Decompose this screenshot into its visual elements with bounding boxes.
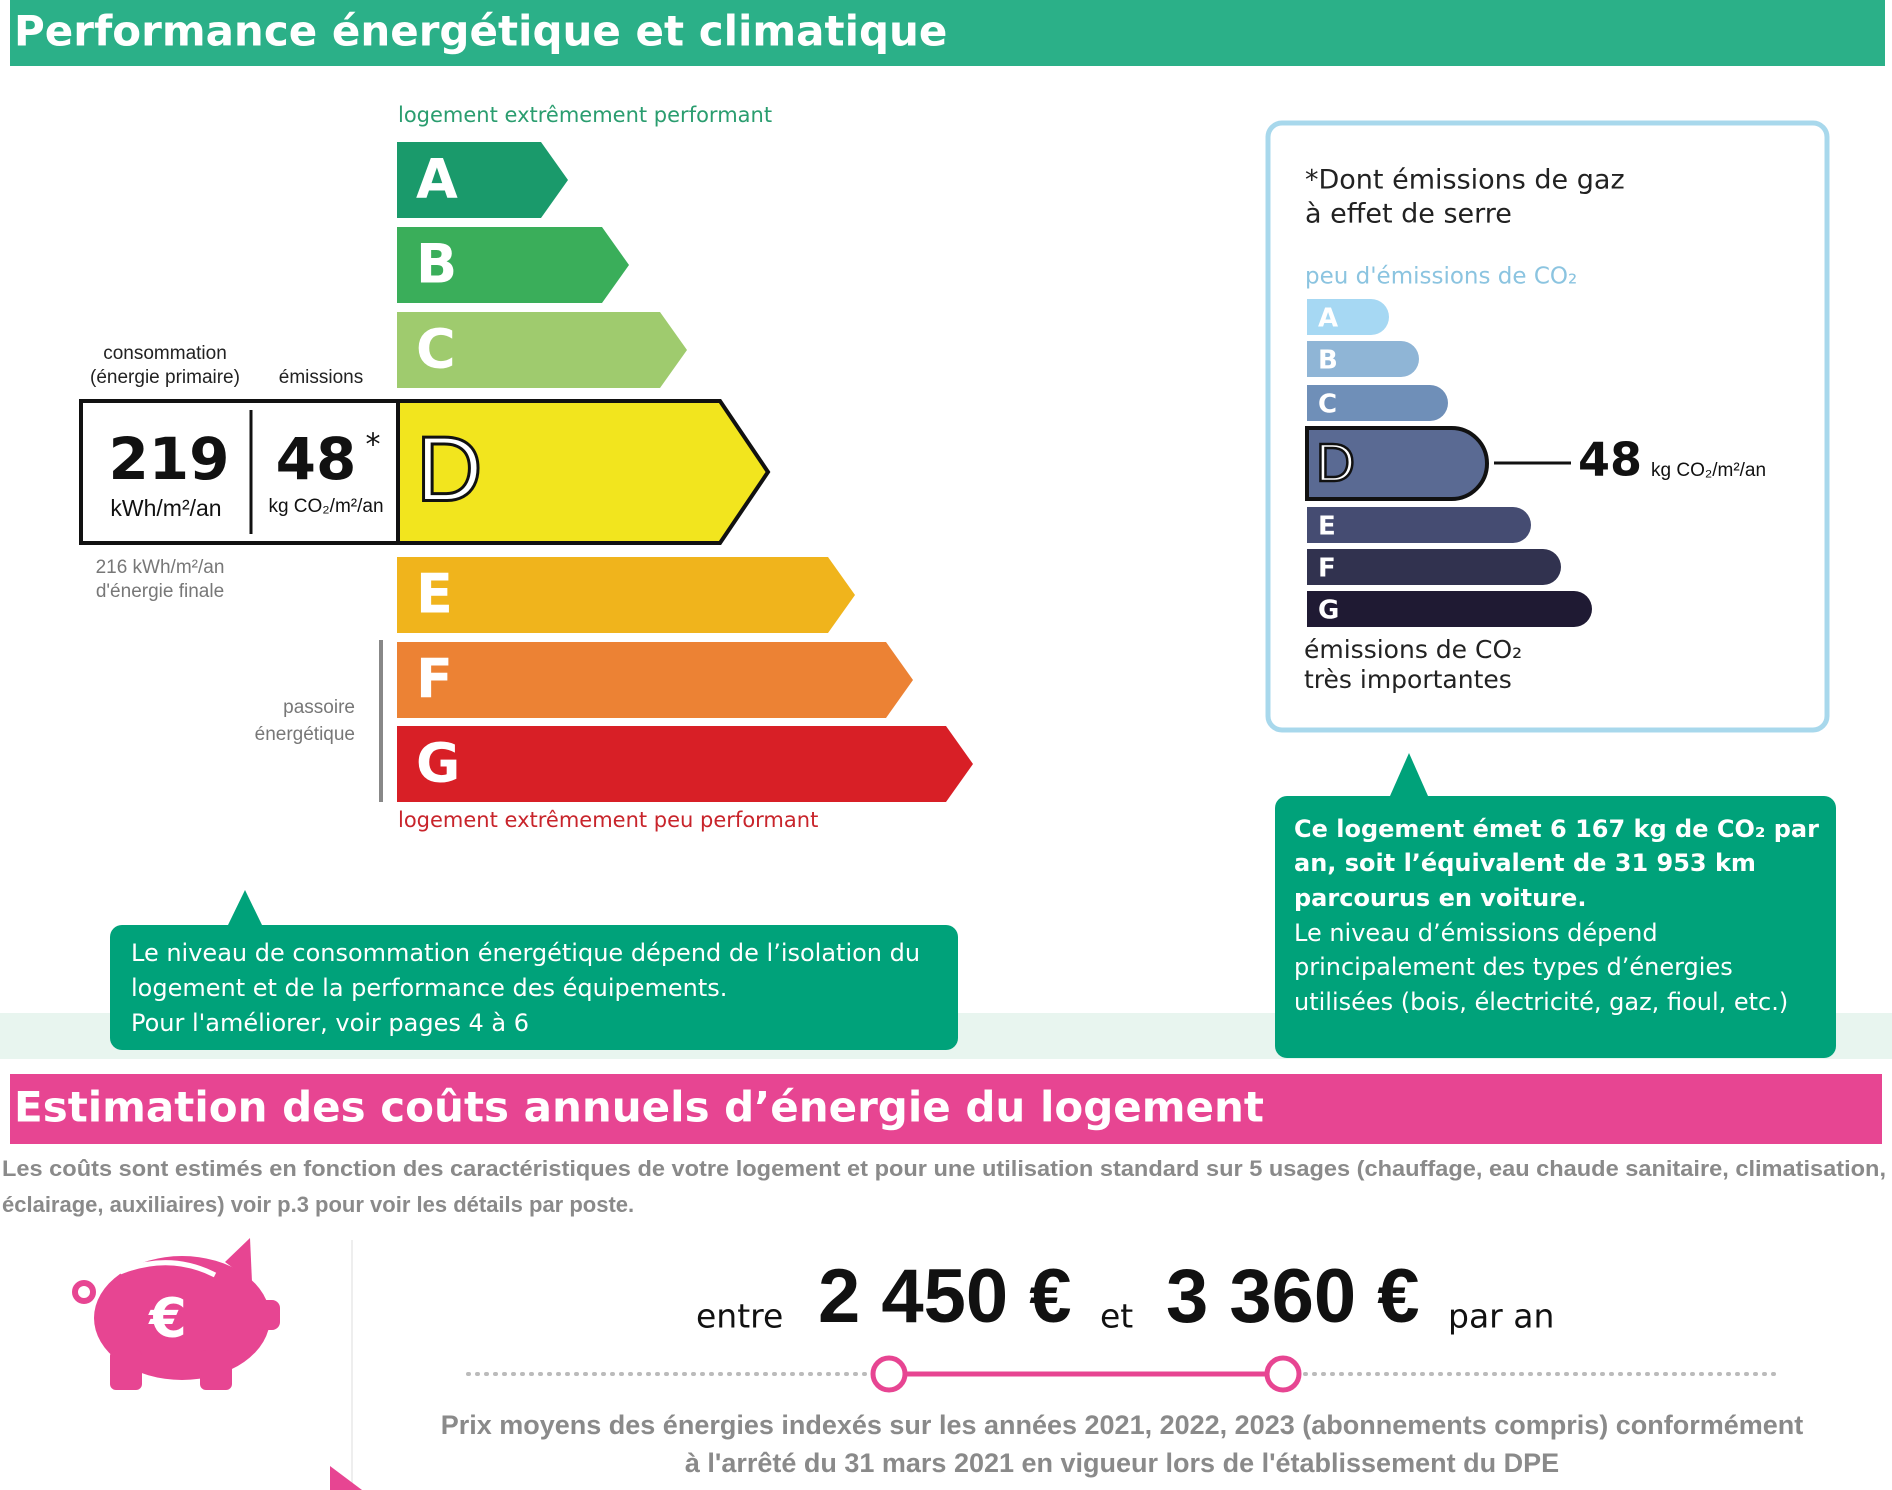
- ghg-unit: kg CO₂/m²/an: [1651, 460, 1766, 481]
- passoire-bar: [379, 640, 383, 802]
- ghg-title: à effet de serre: [1305, 199, 1512, 230]
- cost-note: à l'arrêté du 31 mars 2021 en vigueur lo…: [685, 1448, 1559, 1478]
- energy-class-bar: [397, 142, 568, 218]
- cost-note: Prix moyens des énergies indexés sur les…: [441, 1410, 1804, 1440]
- callout-text: an, soit l’équivalent de 31 953 km: [1294, 849, 1756, 877]
- ghg-class-bar: [1307, 591, 1592, 627]
- ghg-class-letter: B: [1318, 346, 1338, 376]
- scale-top-label: logement extrêmement performant: [398, 103, 772, 127]
- callout: [110, 925, 958, 1050]
- section-header: [10, 1074, 1882, 1144]
- pointer: [330, 1466, 362, 1490]
- callout-text: utilisées (bois, électricité, gaz, fioul…: [1294, 988, 1788, 1016]
- final-energy: d'énergie finale: [96, 581, 224, 602]
- ghg-top-label: peu d'émissions de CO₂: [1305, 264, 1577, 290]
- ghg-class-letter: G: [1318, 596, 1339, 626]
- energy-class-letter: A: [416, 148, 458, 211]
- ghg-class-bar: [1307, 385, 1448, 421]
- callout-text: logement et de la performance des équipe…: [131, 974, 727, 1002]
- cost-between: entre: [696, 1297, 783, 1336]
- emissions-unit: kg CO₂/m²/an: [268, 496, 383, 517]
- energy-class-bar: [397, 227, 629, 303]
- emissions-value: 48: [276, 425, 357, 493]
- costs-description: éclairage, auxiliaires) voir p.3 pour vo…: [2, 1192, 634, 1217]
- ghg-bottom-label: très importantes: [1304, 665, 1512, 694]
- energy-class-bar: [397, 726, 973, 802]
- section-title: Estimation des coûts annuels d’énergie d…: [14, 1083, 1264, 1132]
- passoire-label: passoire: [283, 697, 355, 718]
- cost-per-year: par an: [1448, 1297, 1554, 1336]
- ghg-class-letter: C: [1318, 390, 1337, 420]
- consumption-unit: kWh/m²/an: [110, 495, 221, 521]
- consumption-label: consommation: [103, 343, 227, 364]
- cost-low: 2 450 €: [818, 1254, 1072, 1339]
- energy-class-letter: E: [416, 563, 453, 626]
- energy-class-bar: [397, 557, 855, 633]
- energy-class-letter: G: [416, 732, 460, 795]
- section-header: [10, 0, 1885, 66]
- consumption-label: (énergie primaire): [90, 367, 240, 388]
- icon-symbol: €: [147, 1287, 187, 1350]
- section-title: Performance énergétique et climatique: [14, 7, 947, 56]
- range-handle: [870, 1355, 908, 1393]
- ghg-class-letter: F: [1318, 554, 1336, 584]
- ghg-class-bar: [1307, 299, 1389, 335]
- callout-text: Ce logement émet 6 167 kg de CO₂ par: [1294, 815, 1819, 843]
- energy-class-letter: D: [416, 418, 482, 520]
- ghg-title: *Dont émissions de gaz: [1305, 165, 1625, 196]
- consumption-value: 219: [108, 425, 229, 493]
- energy-class-bar: [397, 312, 687, 388]
- callout: [1275, 796, 1836, 1058]
- piggy-icon: €: [72, 1238, 280, 1390]
- ghg-class-letter: D: [1316, 433, 1355, 493]
- ghg-class-letter: E: [1318, 512, 1336, 542]
- callout-pointer: [1390, 753, 1428, 796]
- energy-class-bar: [397, 642, 913, 718]
- costs-description: Les coûts sont estimés en fonction des c…: [2, 1156, 1886, 1181]
- ghg-bottom-label: émissions de CO₂: [1304, 635, 1522, 664]
- scale-bottom-label: logement extrêmement peu performant: [398, 808, 818, 832]
- energy-class-letter: C: [416, 318, 456, 381]
- cost-high: 3 360 €: [1166, 1254, 1420, 1339]
- range-handle: [1264, 1355, 1302, 1393]
- ghg-class-bar: [1307, 507, 1531, 543]
- cost-and: et: [1100, 1297, 1133, 1336]
- callout-text: Pour l'améliorer, voir pages 4 à 6: [131, 1009, 529, 1037]
- callout-text: Le niveau d’émissions dépend: [1294, 919, 1658, 947]
- callout-pointer: [228, 890, 262, 925]
- energy-class-letter: F: [416, 648, 453, 711]
- emissions-label: émissions: [279, 367, 363, 388]
- asterisk: *: [366, 428, 381, 463]
- value-box: [79, 399, 400, 545]
- ghg-class-bar: [1307, 549, 1561, 585]
- energy-class-letter: B: [416, 233, 457, 296]
- callout-text: principalement des types d’énergies: [1294, 953, 1733, 981]
- ghg-class-letter: A: [1318, 304, 1338, 334]
- callout-text: Le niveau de consommation énergétique dé…: [131, 939, 920, 967]
- ghg-class-bar: [1305, 426, 1489, 501]
- final-energy: 216 kWh/m²/an: [96, 557, 225, 578]
- ghg-value: 48: [1578, 433, 1642, 487]
- callout-text: parcourus en voiture.: [1294, 884, 1586, 912]
- passoire-label: énergétique: [255, 724, 355, 745]
- ghg-class-bar: [1307, 341, 1419, 377]
